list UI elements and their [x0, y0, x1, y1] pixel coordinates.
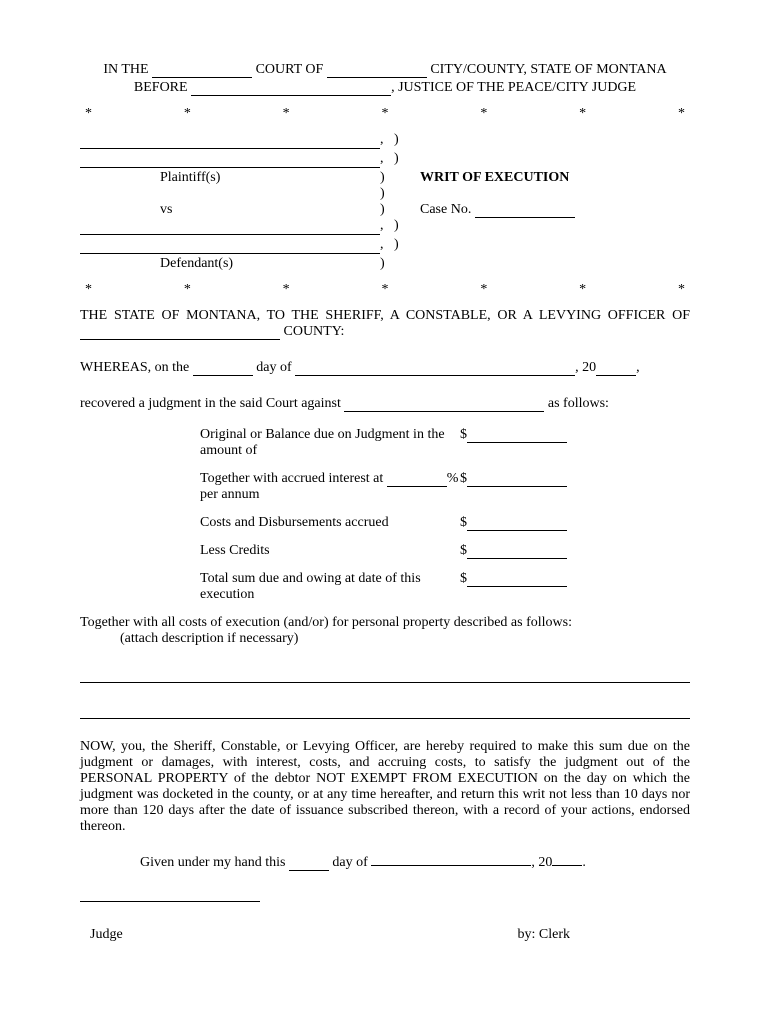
to-a: THE STATE OF MONTANA, TO THE SHERIFF, A … — [80, 308, 690, 323]
court-blank[interactable] — [152, 77, 252, 78]
plaintiff-line-2[interactable] — [80, 151, 380, 168]
judge-blank[interactable] — [191, 95, 391, 96]
star: * — [283, 282, 290, 298]
court-header: IN THE COURT OF CITY/COUNTY, STATE OF MO… — [80, 62, 690, 96]
day-blank[interactable] — [193, 375, 253, 376]
whereas-a: WHEREAS, on the — [80, 360, 193, 375]
amount-table: Original or Balance due on Judgment in t… — [200, 427, 690, 603]
city-blank[interactable] — [327, 77, 427, 78]
amt-val-1: $ — [460, 427, 600, 459]
writ-title: WRIT OF EXECUTION — [420, 170, 569, 185]
county-blank[interactable] — [80, 339, 280, 340]
amt-label-2: Together with accrued interest at % per … — [200, 471, 460, 503]
star-row-top: * * * * * * * — [80, 106, 690, 122]
given-c: , 20 — [531, 855, 552, 870]
judge-label: Judge — [80, 927, 123, 943]
whereas-c: , 20 — [575, 360, 596, 375]
star: * — [678, 282, 685, 298]
header-line-1: IN THE COURT OF CITY/COUNTY, STATE OF MO… — [80, 62, 690, 78]
recovered-a: recovered a judgment in the said Court a… — [80, 396, 344, 411]
star: * — [678, 106, 685, 122]
pct-blank[interactable] — [387, 486, 447, 487]
header-line-2: BEFORE , JUSTICE OF THE PEACE/CITY JUDGE — [80, 80, 690, 96]
recovered-line: recovered a judgment in the said Court a… — [80, 396, 690, 412]
amt-val-2: $ — [460, 471, 600, 503]
attach-line: (attach description if necessary) — [80, 631, 690, 647]
star: * — [579, 106, 586, 122]
month-blank[interactable] — [295, 375, 575, 376]
given-day-blank[interactable] — [289, 870, 329, 871]
defendant-line-1[interactable] — [80, 218, 380, 235]
amt2a: Together with accrued interest at — [200, 471, 387, 486]
star: * — [381, 106, 388, 122]
plaintiffs-label: Plaintiff(s) — [80, 170, 380, 186]
given-line: Given under my hand this day of , 20. — [80, 855, 690, 871]
year-blank[interactable] — [596, 375, 636, 376]
star: * — [184, 106, 191, 122]
clerk-label: by: Clerk — [518, 927, 691, 943]
amt-blank-1[interactable] — [467, 442, 567, 443]
now-paragraph: NOW, you, the Sheriff, Constable, or Lev… — [80, 739, 690, 835]
given-b: day of — [329, 855, 371, 870]
against-blank[interactable] — [344, 411, 544, 412]
star: * — [283, 106, 290, 122]
given-year-blank[interactable] — [552, 865, 582, 866]
judge-sig-line[interactable] — [80, 901, 260, 902]
amt-val-5: $ — [460, 571, 600, 603]
amt-label-4: Less Credits — [200, 543, 460, 559]
star: * — [381, 282, 388, 298]
amt-label-1: Original or Balance due on Judgment in t… — [200, 427, 460, 459]
star: * — [480, 282, 487, 298]
whereas-b: day of — [253, 360, 295, 375]
given-d: . — [582, 855, 586, 870]
star: * — [480, 106, 487, 122]
defendant-line-2[interactable] — [80, 237, 380, 254]
caption-block: , ) , ) Plaintiff(s) ) WRIT OF EXECUTION… — [80, 132, 690, 272]
star: * — [85, 282, 92, 298]
hdr1b: COURT OF — [252, 62, 327, 77]
amt-val-4: $ — [460, 543, 600, 559]
to-sheriff: THE STATE OF MONTANA, TO THE SHERIFF, A … — [80, 308, 690, 340]
desc-line-1[interactable] — [80, 662, 690, 683]
star-row-bottom: * * * * * * * — [80, 282, 690, 298]
document-page: IN THE COURT OF CITY/COUNTY, STATE OF MO… — [0, 0, 770, 983]
amt-blank-4[interactable] — [467, 558, 567, 559]
hdr1c: CITY/COUNTY, STATE OF MONTANA — [427, 62, 667, 77]
amt-blank-2[interactable] — [467, 486, 567, 487]
signature-labels: Judge by: Clerk — [80, 927, 690, 943]
given-month-blank[interactable] — [371, 865, 531, 866]
together-line: Together with all costs of execution (an… — [80, 615, 690, 631]
amt-blank-3[interactable] — [467, 530, 567, 531]
plaintiff-line-1[interactable] — [80, 132, 380, 149]
desc-line-2[interactable] — [80, 698, 690, 719]
defendants-label: Defendant(s) — [80, 256, 380, 272]
whereas-line: WHEREAS, on the day of , 20, — [80, 360, 690, 376]
to-b: COUNTY: — [280, 324, 344, 339]
star: * — [184, 282, 191, 298]
hdr2a: BEFORE — [134, 80, 191, 95]
vs-label: vs — [80, 202, 380, 218]
amt-val-3: $ — [460, 515, 600, 531]
recovered-b: as follows: — [544, 396, 609, 411]
star: * — [85, 106, 92, 122]
star: * — [579, 282, 586, 298]
amt-blank-5[interactable] — [467, 586, 567, 587]
whereas-d: , — [636, 360, 640, 375]
given-a: Given under my hand this — [140, 855, 289, 870]
signature-line — [80, 891, 690, 907]
amt-label-5: Total sum due and owing at date of this … — [200, 571, 460, 603]
caseno-label: Case No. — [420, 202, 475, 217]
hdr2b: , JUSTICE OF THE PEACE/CITY JUDGE — [391, 80, 636, 95]
hdr1a: IN THE — [103, 62, 152, 77]
amt-label-3: Costs and Disbursements accrued — [200, 515, 460, 531]
